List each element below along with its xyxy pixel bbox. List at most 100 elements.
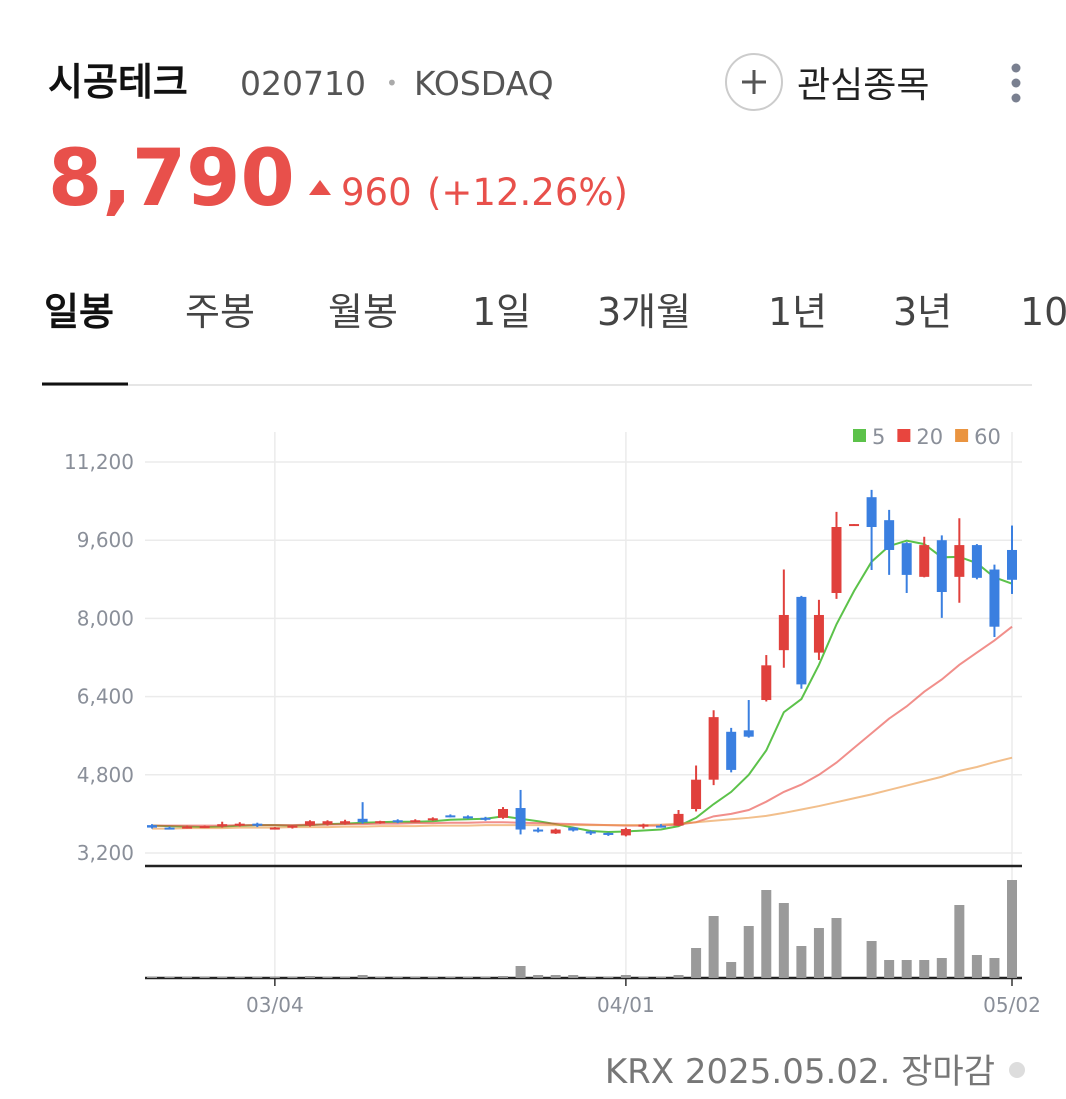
volume-bar <box>515 966 526 978</box>
candle-body <box>410 820 421 823</box>
dot <box>1011 63 1021 73</box>
volume-bar <box>427 977 438 978</box>
chart: 3,200 4,800 6,400 8,000 9,600 11,200 03/04 04/0… <box>64 425 1041 1017</box>
stock-code: 020710 <box>240 64 366 103</box>
candle-body <box>304 821 315 826</box>
candle-body <box>427 818 438 821</box>
volume-bar <box>287 977 298 978</box>
volume-bar <box>655 977 666 978</box>
tab[interactable]: 10년 <box>1020 290 1066 334</box>
ma-line <box>151 539 1013 833</box>
change-pct: (+12.26%) <box>427 171 628 214</box>
candle-body <box>515 808 526 830</box>
volume-bar <box>340 977 351 978</box>
volume-bar <box>813 928 824 978</box>
candle-body <box>638 824 649 827</box>
candle-body <box>603 832 614 835</box>
volume-bar <box>322 977 333 978</box>
candle-body <box>269 827 280 830</box>
candle-body <box>778 614 789 651</box>
volume-bar <box>726 962 737 978</box>
watch-button[interactable]: 관심종목 <box>725 53 929 111</box>
volume-bar <box>866 941 877 978</box>
x-tick-label: 04/01 <box>597 993 655 1017</box>
tab[interactable]: 1일 <box>472 290 531 334</box>
plus-circle <box>725 53 783 111</box>
candle-body <box>901 543 912 575</box>
more-menu[interactable] <box>1011 63 1021 103</box>
status-dot <box>1009 1062 1025 1078</box>
legend-label: 20 <box>916 425 943 449</box>
tabs: 일봉 주봉 월봉 1일 3개월 1년 3년 10년 <box>44 290 1066 334</box>
tab[interactable]: 1년 <box>768 290 827 334</box>
volume-bar <box>691 948 702 978</box>
candle-body <box>252 823 263 826</box>
volume-bar <box>445 977 456 978</box>
watch-label: 관심종목 <box>797 65 929 106</box>
volume-bar <box>708 916 719 978</box>
change: 960 <box>341 171 412 214</box>
candle-body <box>673 813 684 826</box>
candle-body <box>234 823 245 826</box>
price: 8,790 <box>48 134 295 224</box>
ma-line <box>152 625 1013 827</box>
dot <box>1011 93 1021 103</box>
volume-bar <box>252 977 263 978</box>
candle-body <box>919 545 930 577</box>
volume-bar <box>550 975 561 978</box>
tab[interactable]: 3년 <box>893 290 952 334</box>
tab[interactable]: 월봉 <box>328 290 398 334</box>
volume-bar <box>392 977 403 978</box>
candle-body <box>147 825 157 828</box>
x-tick-label: 05/02 <box>983 993 1041 1017</box>
candle-body <box>164 827 175 830</box>
candle-body <box>462 816 473 819</box>
volume-bar <box>884 960 895 978</box>
volume-bar <box>375 977 386 978</box>
volume-bar <box>462 977 473 978</box>
y-tick-label: 11,200 <box>64 450 134 474</box>
ma-line <box>152 756 1013 830</box>
x-tick-label: 03/04 <box>246 993 304 1017</box>
volume-bar <box>480 977 491 978</box>
volume-bar <box>533 975 544 978</box>
candle-body <box>813 614 824 653</box>
candle-body <box>884 520 895 550</box>
volume-bar <box>217 977 228 978</box>
candle-body <box>375 821 386 824</box>
candle-body <box>849 524 860 527</box>
volume-bar <box>603 977 614 978</box>
candle-body <box>217 824 228 827</box>
y-tick-label: 3,200 <box>77 841 134 865</box>
candle-body <box>357 818 368 823</box>
volume-bar <box>936 958 947 978</box>
footer-status: KRX 2025.05.02. 장마감 <box>605 1052 995 1092</box>
candle-body <box>936 540 947 593</box>
candle-body <box>655 825 666 828</box>
candle-body <box>287 825 298 828</box>
volume-bar <box>182 977 193 978</box>
volume-bar <box>989 958 1000 978</box>
candle-body <box>708 717 719 780</box>
candle-body <box>445 815 456 818</box>
candle-body <box>392 820 403 823</box>
tab[interactable]: 일봉 <box>44 290 114 334</box>
volume-bar <box>673 975 684 978</box>
volume-bar <box>901 960 912 978</box>
dot <box>1011 78 1021 88</box>
candle-body <box>954 545 965 577</box>
volume-bar <box>831 918 842 978</box>
y-tick-label: 8,000 <box>77 606 134 630</box>
candle-body <box>340 821 351 824</box>
candle-body <box>796 596 807 685</box>
candle-body <box>726 731 737 770</box>
candle-body <box>585 831 596 834</box>
tab[interactable]: 3개월 <box>597 290 691 334</box>
tab[interactable]: 주봉 <box>185 290 255 334</box>
y-tick-label: 6,400 <box>77 685 134 709</box>
volume-bar <box>304 976 315 978</box>
volume-bar <box>954 905 965 978</box>
volume-bar <box>199 977 210 978</box>
volume-bar <box>638 977 649 978</box>
candle-body <box>199 826 210 829</box>
